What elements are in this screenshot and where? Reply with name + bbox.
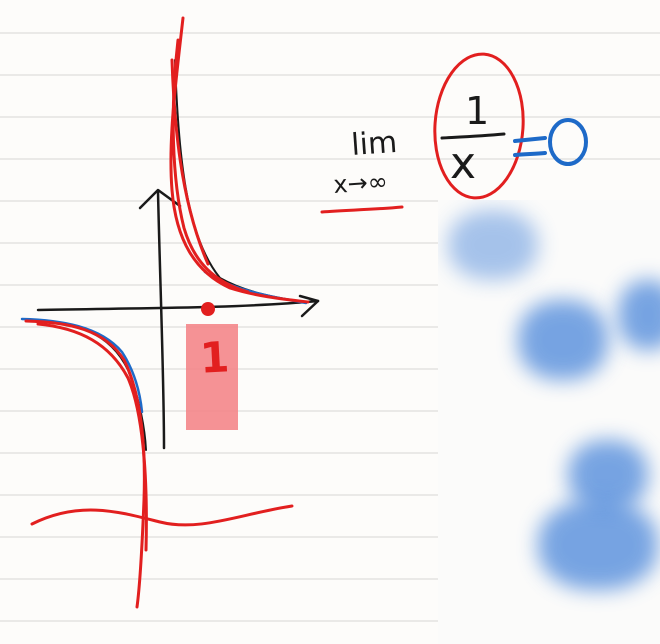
equals-sign-bottom	[513, 151, 547, 157]
limit-word: lim	[350, 125, 398, 163]
fraction-circle	[433, 52, 525, 200]
red-hyperbola-upper	[169, 16, 310, 304]
fraction-denominator: x	[450, 138, 476, 189]
red-hyperbola-lower	[24, 319, 148, 609]
equals-sign: =	[515, 126, 545, 167]
lim-underline	[320, 205, 404, 214]
limit-subscript: x→∞	[332, 167, 388, 199]
highlight-box	[186, 324, 238, 430]
axis-marker-label: 1	[198, 332, 231, 383]
red-wavy-line	[30, 504, 294, 527]
equals-sign-top	[513, 136, 547, 143]
zero-stroke	[548, 118, 588, 166]
fraction-bar	[440, 132, 506, 140]
fraction-numerator: 1	[465, 89, 489, 133]
blurred-region	[438, 200, 660, 644]
point-marker	[201, 302, 215, 316]
coordinate-axes	[36, 188, 320, 450]
limit-result: 0	[552, 116, 577, 162]
